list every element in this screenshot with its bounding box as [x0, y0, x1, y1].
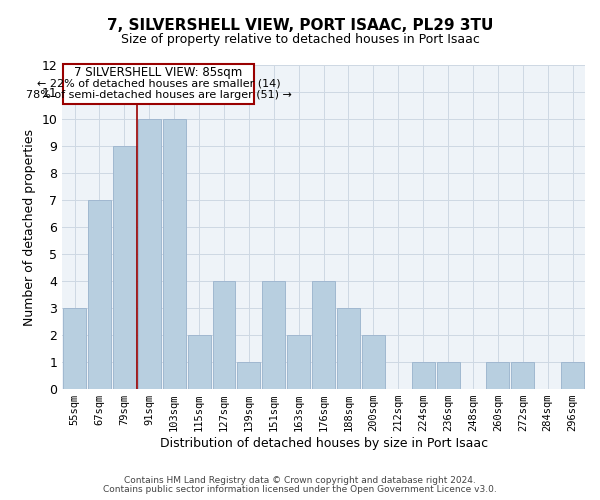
Bar [238, 362, 260, 389]
Text: 7 SILVERSHELL VIEW: 85sqm: 7 SILVERSHELL VIEW: 85sqm [74, 66, 243, 79]
Bar [188, 335, 211, 389]
Bar [163, 119, 185, 389]
X-axis label: Distribution of detached houses by size in Port Isaac: Distribution of detached houses by size … [160, 437, 488, 450]
Y-axis label: Number of detached properties: Number of detached properties [23, 128, 36, 326]
Bar [362, 335, 385, 389]
Text: Contains HM Land Registry data © Crown copyright and database right 2024.: Contains HM Land Registry data © Crown c… [124, 476, 476, 485]
Bar [487, 362, 509, 389]
Bar [138, 119, 161, 389]
Text: ← 22% of detached houses are smaller (14): ← 22% of detached houses are smaller (14… [37, 79, 280, 89]
Bar [287, 335, 310, 389]
Bar [437, 362, 460, 389]
Bar [88, 200, 111, 389]
Bar [262, 281, 285, 389]
Bar [63, 308, 86, 389]
Bar [312, 281, 335, 389]
Bar [511, 362, 534, 389]
Text: Size of property relative to detached houses in Port Isaac: Size of property relative to detached ho… [121, 32, 479, 46]
FancyBboxPatch shape [64, 64, 254, 104]
Text: Contains public sector information licensed under the Open Government Licence v3: Contains public sector information licen… [103, 485, 497, 494]
Bar [212, 281, 235, 389]
Bar [561, 362, 584, 389]
Text: 7, SILVERSHELL VIEW, PORT ISAAC, PL29 3TU: 7, SILVERSHELL VIEW, PORT ISAAC, PL29 3T… [107, 18, 493, 32]
Text: 78% of semi-detached houses are larger (51) →: 78% of semi-detached houses are larger (… [26, 90, 292, 100]
Bar [337, 308, 360, 389]
Bar [113, 146, 136, 389]
Bar [412, 362, 434, 389]
